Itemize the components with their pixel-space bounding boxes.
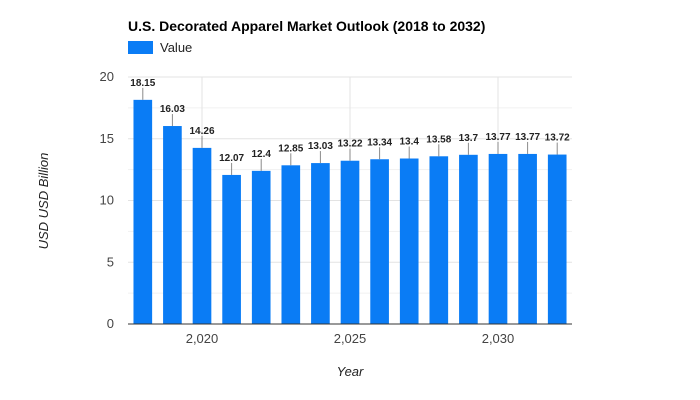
data-label: 13.58 — [426, 134, 451, 145]
bar — [459, 154, 478, 324]
data-label: 12.4 — [251, 149, 271, 160]
bar — [163, 126, 182, 324]
bar — [518, 153, 537, 324]
y-tick-label: 5 — [107, 254, 114, 269]
legend-label: Value — [160, 40, 192, 55]
bar — [488, 153, 508, 324]
bar — [222, 174, 241, 324]
data-label: 13.77 — [485, 132, 510, 143]
x-tick-label: 2,025 — [334, 331, 367, 346]
bar — [192, 147, 212, 324]
legend-swatch — [128, 41, 153, 54]
bar — [340, 160, 360, 324]
x-axis-ticks: 2,020 2,025 2,030 — [186, 331, 515, 346]
bar — [133, 99, 153, 324]
data-labels: 18.15 16.03 14.26 12.07 12.4 12.85 13.03 13.22 1… — [130, 78, 570, 175]
legend: Value — [128, 40, 192, 55]
bar — [370, 159, 389, 324]
chart-title: U.S. Decorated Apparel Market Outlook (2… — [128, 18, 485, 34]
data-label: 13.03 — [308, 141, 333, 152]
bars — [133, 99, 567, 324]
data-label: 13.34 — [367, 137, 392, 148]
data-label: 16.03 — [160, 104, 185, 115]
data-label: 13.4 — [399, 137, 419, 148]
y-axis-title: USD USD Billion — [36, 153, 51, 250]
data-label: 12.07 — [219, 153, 244, 164]
y-tick-label: 0 — [107, 316, 114, 331]
bar — [547, 154, 567, 324]
bar — [311, 163, 330, 324]
data-label: 18.15 — [130, 78, 155, 89]
bar — [251, 170, 271, 324]
bar — [281, 165, 301, 324]
data-label: 13.22 — [337, 139, 362, 150]
x-tick-label: 2,020 — [186, 331, 219, 346]
y-tick-label: 15 — [100, 131, 114, 146]
y-tick-label: 20 — [100, 69, 114, 84]
y-tick-label: 10 — [100, 193, 114, 208]
data-label: 14.26 — [189, 126, 214, 137]
y-axis-ticks: 0 5 10 15 20 — [100, 69, 114, 331]
bar — [429, 156, 449, 324]
x-tick-label: 2,030 — [482, 331, 515, 346]
bar — [399, 158, 419, 324]
data-label: 12.85 — [278, 143, 303, 154]
data-label: 13.77 — [515, 132, 540, 143]
data-label: 13.72 — [545, 133, 570, 144]
x-axis-title: Year — [337, 364, 364, 379]
data-label: 13.7 — [459, 133, 479, 144]
